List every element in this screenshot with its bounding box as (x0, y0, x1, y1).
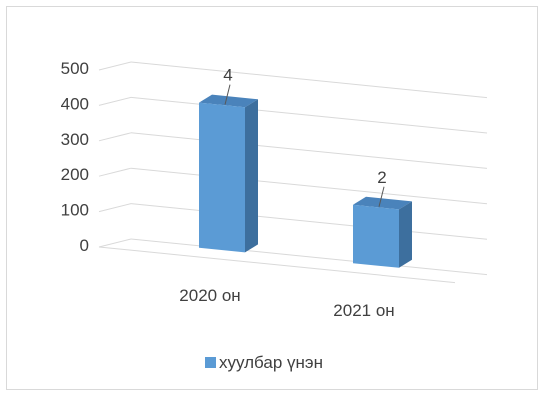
side-gridline (98, 203, 132, 213)
side-gridline (98, 167, 132, 177)
gridline (130, 96, 488, 134)
side-gridline (98, 96, 132, 106)
y-tick-label: 0 (80, 236, 89, 255)
y-tick-label: 200 (61, 165, 89, 184)
y-tick-label: 400 (61, 94, 89, 113)
bar-chart: 0 100 200 300 400 500 4 2020 он 2 2021 он хуулбар … (61, 59, 488, 372)
legend-swatch (205, 357, 216, 368)
gridline (130, 61, 488, 99)
gridline (130, 203, 488, 240)
y-tick-label: 500 (61, 59, 89, 78)
data-label-leader (378, 186, 385, 207)
gridline (130, 238, 488, 276)
data-label: 4 (223, 66, 232, 85)
y-tick-label: 100 (61, 201, 89, 220)
y-tick-label: 300 (61, 130, 89, 149)
legend-label: хуулбар үнэн (219, 353, 323, 372)
bar-top (199, 94, 258, 108)
bar (353, 204, 399, 268)
gridline (130, 167, 488, 205)
floor-edge (98, 246, 456, 284)
data-label-leader (224, 84, 231, 105)
bar-side (399, 201, 412, 268)
category-label: 2020 он (179, 286, 240, 305)
bar-top (353, 196, 412, 210)
data-label: 2 (377, 168, 386, 187)
side-gridline (98, 132, 132, 142)
gridline (130, 132, 488, 169)
chart-frame: 0 100 200 300 400 500 4 2020 он 2 2021 он хуулбар … (6, 6, 538, 390)
side-gridline (98, 238, 132, 248)
bar (199, 102, 245, 253)
bar-side (245, 99, 258, 253)
category-label: 2021 он (333, 301, 394, 320)
side-gridline (98, 61, 132, 71)
